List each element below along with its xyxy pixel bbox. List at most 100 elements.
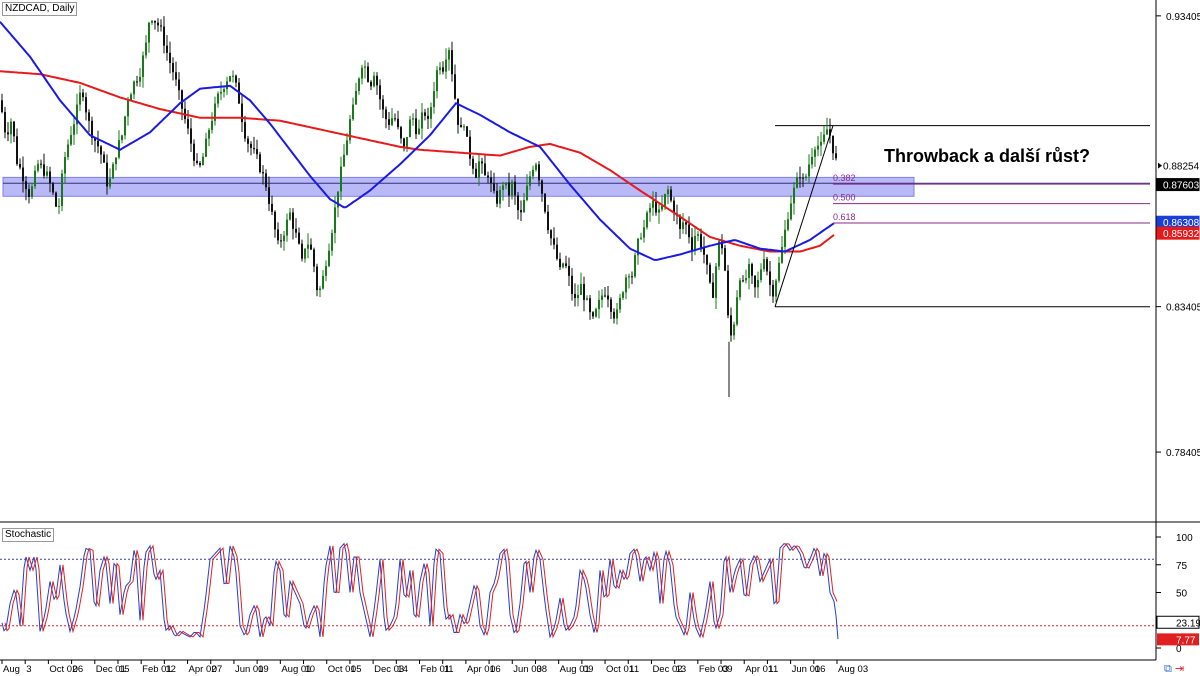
candle-body	[310, 244, 312, 250]
candle	[214, 96, 216, 126]
candle	[316, 263, 318, 297]
candle-body	[478, 161, 480, 178]
candle	[496, 183, 498, 208]
candle	[604, 286, 606, 298]
candle-body	[85, 97, 87, 113]
x-tick-label: Dec 03	[374, 664, 404, 675]
candle	[550, 229, 552, 246]
candle	[169, 41, 171, 74]
candle-body	[835, 153, 837, 159]
candle-body	[43, 164, 45, 176]
candle	[139, 68, 141, 87]
candle	[586, 295, 588, 301]
candle-body	[679, 215, 681, 229]
candle-body	[424, 112, 426, 116]
candle-body	[535, 164, 537, 170]
candle	[643, 219, 645, 243]
candle-body	[727, 270, 729, 316]
candle-body	[739, 280, 741, 298]
candle-body	[145, 42, 147, 56]
candle-body	[733, 324, 735, 336]
price-tag: 0.85932	[1156, 226, 1200, 240]
candle	[187, 109, 189, 135]
candle	[601, 289, 603, 308]
candle	[301, 239, 303, 262]
candle	[454, 64, 456, 100]
candle-body	[202, 156, 204, 166]
candle-body	[703, 247, 705, 255]
x-tick-label: 10	[305, 664, 316, 675]
candle	[211, 112, 213, 134]
candle-body	[250, 143, 252, 148]
candle	[67, 139, 69, 161]
candle	[349, 114, 351, 144]
candle-body	[775, 280, 777, 297]
candle-body	[601, 295, 603, 300]
candle	[544, 192, 546, 214]
chart-title: NZDCAD, Daily	[2, 2, 78, 16]
candle	[298, 227, 300, 245]
candle-body	[832, 135, 834, 154]
link-icon[interactable]: ⧉	[1164, 663, 1172, 675]
candle	[181, 89, 183, 121]
candle	[358, 77, 360, 95]
candle	[172, 57, 174, 81]
candle	[64, 151, 66, 184]
candle-body	[805, 176, 807, 178]
candle	[778, 256, 780, 283]
candle-body	[460, 124, 462, 128]
candle	[520, 200, 522, 221]
candle-body	[196, 160, 198, 163]
candle-body	[481, 161, 483, 164]
candle-body	[217, 93, 219, 104]
candle-body	[613, 311, 615, 319]
x-tick-label: 09	[258, 664, 269, 675]
candle-body	[34, 170, 36, 187]
candle-body	[103, 154, 105, 163]
candle	[157, 18, 159, 32]
candle	[199, 161, 201, 168]
candle	[430, 102, 432, 129]
candle	[196, 153, 198, 165]
candle-body	[751, 264, 753, 276]
candle-body	[193, 143, 195, 161]
price-tag-bg	[1156, 226, 1200, 240]
ma-slow-line	[0, 70, 835, 253]
candle-body	[115, 157, 117, 165]
candle-body	[712, 282, 714, 298]
candle-body	[736, 297, 738, 325]
candle	[571, 268, 573, 301]
candle	[190, 118, 192, 153]
candle	[490, 170, 492, 193]
candle	[217, 91, 219, 108]
candle	[166, 35, 168, 61]
candle-body	[313, 249, 315, 267]
candle	[7, 122, 9, 142]
candle-body	[427, 115, 429, 119]
candle-body	[331, 233, 333, 251]
x-tick-label: Aug 01	[281, 664, 311, 675]
candle	[277, 222, 279, 245]
candle	[397, 110, 399, 130]
candle-body	[49, 171, 51, 184]
candle-body	[367, 66, 369, 82]
x-tick-label: Jun 03	[513, 664, 542, 675]
candle-body	[718, 241, 720, 267]
candle-body	[22, 167, 24, 182]
candle-body	[208, 129, 210, 139]
x-tick-label: Feb 03	[699, 664, 729, 675]
candle-body	[757, 279, 759, 288]
candle-body	[412, 118, 414, 120]
candle	[343, 144, 345, 167]
candle	[478, 153, 480, 186]
candle	[250, 141, 252, 156]
candle-body	[790, 203, 792, 220]
candle	[247, 135, 249, 153]
candle-body	[124, 116, 126, 136]
candle-body	[586, 298, 588, 300]
fib-level-label: 0.618	[833, 212, 856, 222]
candle	[547, 204, 549, 234]
candle-body	[610, 299, 612, 312]
candle-body	[415, 118, 417, 135]
scroll-arrow-icon[interactable]: ⇥	[1174, 663, 1185, 675]
